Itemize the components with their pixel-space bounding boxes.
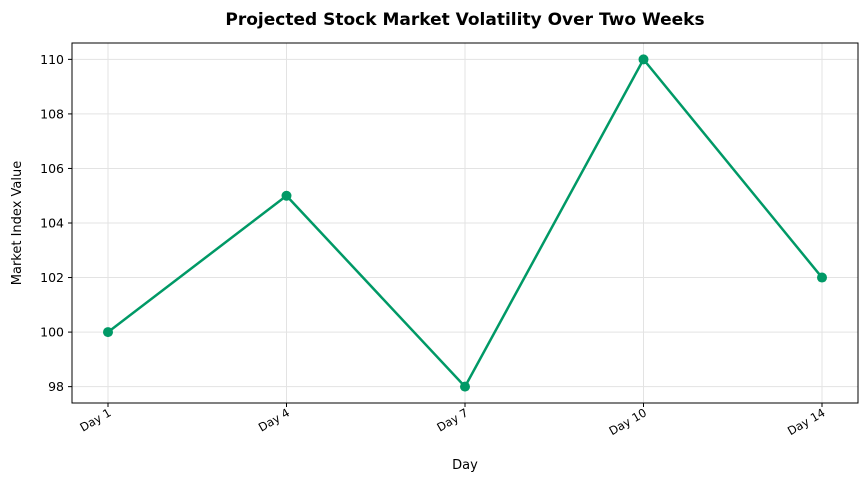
- grid: [72, 43, 858, 403]
- x-axis: Day 1 Day 4 Day 7 Day 10 Day 14: [77, 403, 828, 438]
- series-layer: [103, 54, 827, 392]
- x-tick-label: Day 4: [256, 405, 292, 434]
- y-axis-label: Market Index Value: [10, 161, 25, 285]
- data-point: [638, 54, 649, 65]
- y-tick-label: 100: [40, 325, 64, 340]
- y-tick-label: 104: [40, 216, 64, 231]
- data-point: [281, 190, 292, 201]
- y-tick-label: 106: [40, 161, 64, 176]
- chart-title: Projected Stock Market Volatility Over T…: [225, 10, 704, 30]
- y-axis: 98 100 102 104 106 108 110: [40, 52, 72, 394]
- y-tick-label: 110: [40, 52, 64, 67]
- y-tick-label: 108: [40, 106, 64, 121]
- data-point: [460, 381, 470, 392]
- x-axis-label: Day: [452, 458, 478, 473]
- data-point: [817, 272, 827, 283]
- y-tick-label: 98: [48, 379, 64, 394]
- x-tick-label: Day 14: [785, 405, 828, 438]
- x-tick-label: Day 1: [77, 405, 113, 434]
- data-point: [103, 327, 113, 338]
- x-tick-label: Day 7: [434, 405, 470, 434]
- y-tick-label: 102: [40, 270, 64, 285]
- x-tick-label: Day 10: [606, 405, 649, 438]
